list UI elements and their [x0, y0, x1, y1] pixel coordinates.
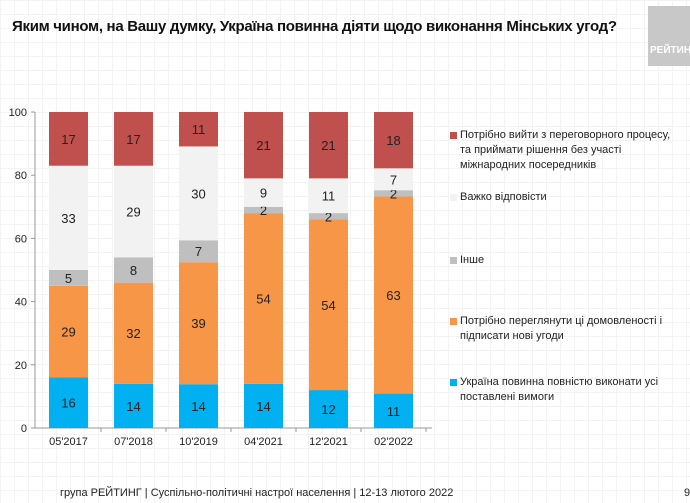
legend-item: Потрібно вийти з переговорного процесу, … [450, 128, 680, 173]
footer: група РЕЙТИНГ | Суспільно-політичні наст… [60, 487, 454, 499]
data-label: 2 [325, 209, 332, 224]
data-label: 54 [256, 291, 270, 306]
bar-segment [179, 240, 218, 263]
y-tick-label: 80 [15, 170, 27, 182]
data-label: 39 [191, 316, 205, 331]
data-label: 14 [191, 399, 205, 414]
legend-swatch [450, 318, 457, 325]
data-label: 11 [322, 189, 336, 204]
y-tick-label: 40 [15, 297, 27, 309]
bar-segment [374, 168, 413, 191]
data-label: 2 [260, 203, 267, 218]
bar-segment [244, 213, 283, 384]
legend-item: Інше [450, 253, 680, 268]
y-tick-label: 60 [15, 233, 27, 245]
rating-logo: РЕЙТИНГ [648, 6, 690, 66]
bar-segment [49, 377, 88, 428]
bar-segment [114, 257, 153, 283]
bar-segment [374, 190, 413, 197]
bar-segment [374, 112, 413, 169]
bar-segment [374, 393, 413, 428]
y-tick-label: 0 [21, 423, 27, 435]
data-label: 32 [126, 326, 140, 341]
legend-label: Україна повинна повністю виконати усі по… [460, 376, 659, 403]
legend-label: Інше [460, 254, 485, 266]
data-label: 7 [195, 244, 202, 259]
logo-text: РЕЙТИНГ [650, 45, 690, 56]
x-tick-label: 10'2019 [179, 436, 218, 448]
legend-swatch [450, 194, 457, 201]
bar-segment [374, 196, 413, 394]
bar-segment [309, 112, 348, 179]
page-number: 9 [684, 487, 690, 499]
data-label: 14 [126, 399, 140, 414]
data-label: 33 [61, 211, 75, 226]
data-label: 11 [387, 404, 401, 419]
data-label: 18 [386, 133, 400, 148]
bar-segment [179, 262, 218, 385]
bar-segment [309, 213, 348, 220]
bar-segment [114, 165, 153, 258]
y-tick-label: 100 [9, 107, 27, 119]
bar-segment [244, 178, 283, 207]
data-label: 17 [126, 132, 140, 147]
y-tick-label: 20 [15, 360, 27, 372]
legend-label: Важко відповісти [460, 191, 547, 203]
data-label: 2 [390, 186, 397, 201]
bar-segment [309, 219, 348, 391]
data-label: 17 [61, 132, 75, 147]
bar-segment [179, 146, 218, 241]
bar-segment [49, 165, 88, 270]
data-label: 5 [65, 271, 72, 286]
legend-swatch [450, 257, 457, 264]
data-label: 63 [386, 288, 400, 303]
data-label: 30 [191, 186, 205, 201]
legend-label: Потрібно вийти з переговорного процесу, … [460, 129, 671, 171]
data-label: 11 [192, 122, 206, 137]
x-tick-label: 12'2021 [309, 436, 348, 448]
x-tick-label: 04'2021 [244, 436, 283, 448]
data-label: 21 [256, 138, 270, 153]
legend-label: Потрібно переглянути ці домовленості і п… [460, 315, 663, 342]
data-label: 29 [61, 325, 75, 340]
data-label: 9 [260, 186, 267, 201]
legend-item: Важко відповісти [450, 190, 680, 205]
x-tick-label: 07'2018 [114, 436, 153, 448]
bar-segment [244, 206, 283, 214]
bar-segment [49, 270, 88, 286]
bar-segment [309, 390, 348, 428]
bar-segment [49, 112, 88, 166]
bar-segment [244, 383, 283, 428]
data-label: 14 [256, 399, 270, 414]
x-tick-label: 02'2022 [374, 436, 413, 448]
legend-item: Україна повинна повністю виконати усі по… [450, 375, 680, 405]
data-label: 29 [126, 205, 140, 220]
bar-segment [114, 112, 153, 166]
chart-title: Яким чином, на Вашу думку, Україна повин… [12, 18, 617, 35]
bar-segment [309, 178, 348, 214]
data-label: 8 [130, 263, 137, 278]
bar-segment [179, 112, 218, 147]
bar-segment [114, 383, 153, 428]
legend-swatch [450, 379, 457, 386]
data-label: 12 [321, 402, 335, 417]
data-label: 54 [321, 298, 335, 313]
bar-segment [114, 282, 153, 384]
legend-swatch [450, 132, 457, 139]
data-label: 21 [321, 138, 335, 153]
x-tick-label: 05'2017 [49, 436, 88, 448]
legend-item: Потрібно переглянути ці домовленості і п… [450, 314, 680, 344]
bar-segment [179, 384, 218, 428]
bar-segment [244, 112, 283, 179]
data-label: 7 [390, 172, 397, 187]
data-label: 16 [61, 396, 75, 411]
bar-segment [49, 285, 88, 378]
